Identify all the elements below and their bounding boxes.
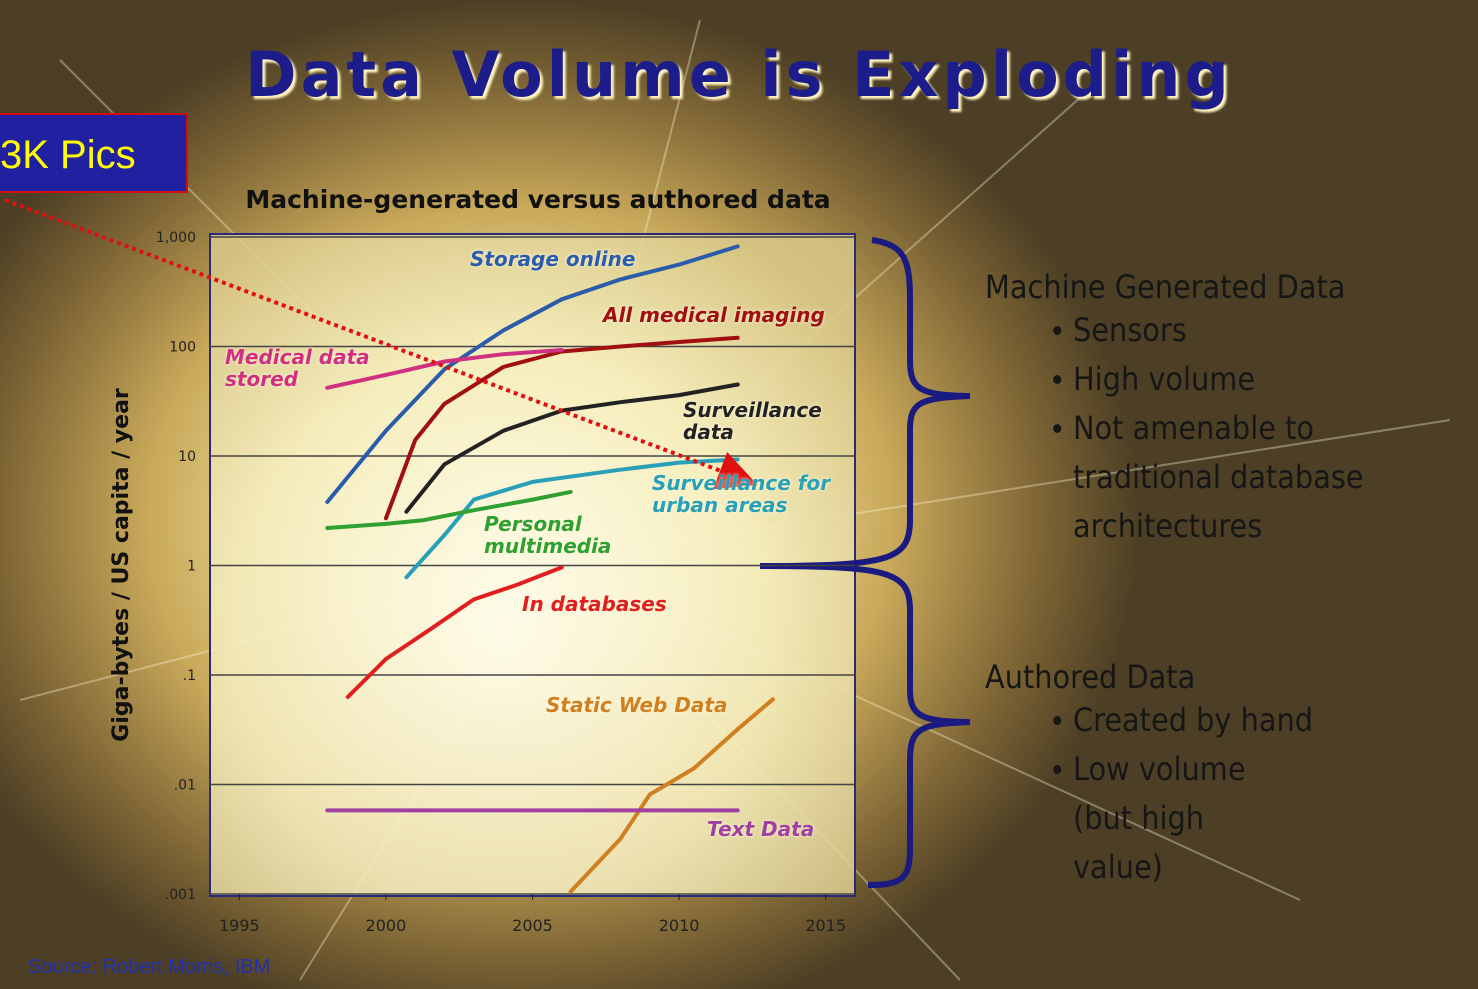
slide-title: Data Volume is Exploding xyxy=(0,38,1478,111)
y-tick-label: 10 xyxy=(178,449,196,465)
x-tick-label: 1995 xyxy=(219,916,260,935)
y-tick-label: .01 xyxy=(174,778,196,794)
y-tick-label: 1 xyxy=(187,559,196,575)
y-axis-label: Giga-bytes / US capita / year xyxy=(109,388,134,742)
text-group: Machine Generated Data Sensors High volu… xyxy=(985,268,1403,551)
group-heading: Authored Data xyxy=(985,658,1334,696)
text-group: Authored Data Created by hand Low volume… xyxy=(985,658,1373,892)
series-label: In databases xyxy=(522,593,722,615)
x-tick-label: 2015 xyxy=(805,916,846,935)
chart-subtitle: Machine-generated versus authored data xyxy=(245,185,830,214)
y-tick-label: .001 xyxy=(165,887,196,903)
y-tick-label: 100 xyxy=(169,340,196,356)
source-note: Source: Robert Morris, IBM xyxy=(28,956,270,979)
bullet-list: Sensors High volume Not amenable to trad… xyxy=(985,306,1403,551)
bullet: Not amenable to traditional database arc… xyxy=(1073,404,1370,551)
series-label: Surveillance for urban areas xyxy=(652,472,852,516)
x-tick-label: 2010 xyxy=(659,916,700,935)
series-label: Personal multimedia xyxy=(484,513,624,557)
series-label: Text Data xyxy=(707,818,857,840)
x-tick-label: 2000 xyxy=(366,916,407,935)
y-tick-label: .1 xyxy=(183,668,196,684)
x-tick-label: 2005 xyxy=(512,916,553,935)
slide: Machine-generated versus authored data G… xyxy=(0,0,1478,989)
bullet: Sensors xyxy=(1073,306,1370,355)
callout-box: 3K Pics xyxy=(0,113,188,193)
bullet-list: Created by hand Low volume (but high val… xyxy=(985,696,1373,892)
bullet: Created by hand xyxy=(1073,696,1343,745)
series-label: Storage online xyxy=(470,248,770,270)
bullet: Low volume (but high value) xyxy=(1073,745,1289,892)
series-label: Medical data stored xyxy=(225,346,390,390)
series-label: Static Web Data xyxy=(546,694,766,716)
group-heading: Machine Generated Data xyxy=(985,268,1361,306)
bullet: High volume xyxy=(1073,355,1370,404)
series-label: All medical imaging xyxy=(603,304,863,326)
y-tick-label: 1,000 xyxy=(156,230,196,246)
series-label: Surveillance data xyxy=(683,399,843,443)
